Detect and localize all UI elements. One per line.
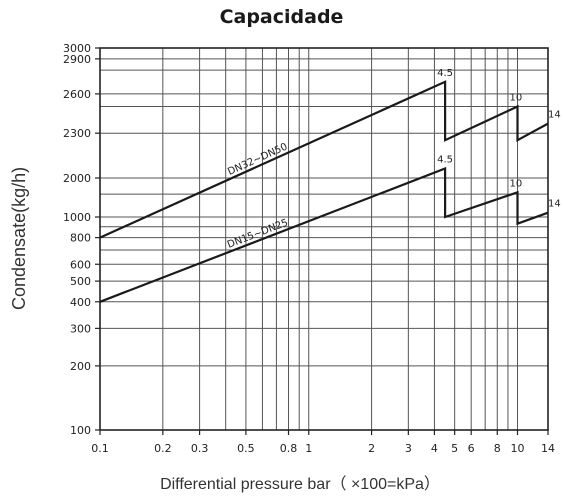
x-tick-label: 0.8 (280, 442, 298, 455)
y-tick-label: 3000 (63, 42, 91, 55)
series-line-2 (99, 166, 549, 303)
y-tick-label: 500 (70, 275, 91, 288)
y-tick-label: 2300 (63, 127, 91, 140)
x-tick-label: 10 (510, 442, 524, 455)
x-tick-label: 4 (431, 442, 438, 455)
x-tick-label: 1 (305, 442, 312, 455)
series-name-label: DN32~DN50 (226, 141, 289, 177)
plot-frame (99, 47, 549, 431)
y-tick-label: 2900 (63, 53, 91, 66)
x-tick-label: 0.5 (237, 442, 255, 455)
x-tick-label: 0.1 (91, 442, 109, 455)
x-axis-label: Differential pressure bar（ ×100=kPa） (160, 476, 440, 493)
x-tick-label: 2 (368, 442, 375, 455)
x-tick-label: 3 (405, 442, 412, 455)
segment-label: 4.5 (437, 68, 453, 79)
chart-title: Capacidade (219, 6, 344, 28)
y-tick-label: 200 (70, 360, 91, 373)
x-tick-label: 6 (468, 442, 475, 455)
segment-label: 10 (509, 92, 522, 103)
x-tick-label: 14 (541, 442, 555, 455)
y-tick-label: 2600 (63, 88, 91, 101)
x-tick-label: 5 (451, 442, 458, 455)
x-tick-label: 0.3 (191, 442, 209, 455)
y-tick-label: 300 (70, 322, 91, 335)
y-tick-label: 800 (70, 232, 91, 245)
y-tick-label: 600 (70, 258, 91, 271)
y-tick-label: 2000 (63, 172, 91, 185)
y-tick-label: 1000 (63, 211, 91, 224)
x-tick-label: 0.2 (154, 442, 172, 455)
segment-label: 14 (548, 110, 561, 121)
x-tick-label: 8 (494, 442, 501, 455)
series-name-label: DN15~DN25 (226, 217, 290, 250)
segment-label: 10 (509, 178, 522, 189)
series-line-1 (99, 80, 549, 239)
y-tick-label: 100 (70, 424, 91, 437)
segment-label: 4.5 (437, 155, 453, 166)
y-tick-label: 400 (70, 296, 91, 309)
segment-label: 14 (548, 199, 561, 210)
